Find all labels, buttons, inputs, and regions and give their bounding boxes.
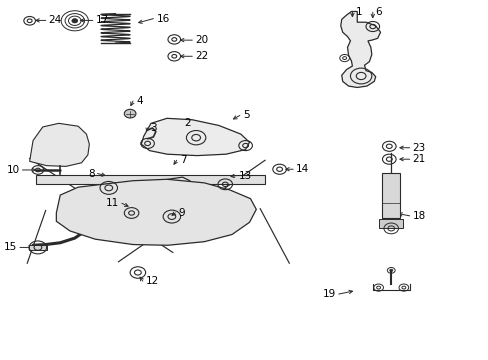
Text: 18: 18 [412, 211, 425, 221]
Text: 6: 6 [375, 7, 382, 17]
Text: 3: 3 [150, 123, 157, 133]
Text: 5: 5 [242, 111, 249, 121]
Polygon shape [378, 220, 403, 228]
Polygon shape [141, 118, 249, 156]
Circle shape [72, 19, 78, 23]
Text: 17: 17 [96, 15, 109, 26]
Text: 9: 9 [178, 208, 184, 218]
Polygon shape [340, 12, 380, 87]
Text: 24: 24 [48, 15, 61, 26]
Text: 1: 1 [355, 7, 361, 17]
Polygon shape [29, 244, 46, 249]
Text: 16: 16 [156, 14, 169, 24]
Text: 7: 7 [179, 155, 186, 165]
Text: 14: 14 [296, 164, 309, 174]
Text: 21: 21 [412, 154, 425, 164]
Text: 13: 13 [238, 171, 252, 181]
Polygon shape [36, 175, 264, 184]
Text: 15: 15 [4, 242, 17, 252]
Text: 10: 10 [6, 165, 20, 175]
Text: 22: 22 [195, 51, 208, 61]
Text: 12: 12 [145, 276, 159, 286]
Polygon shape [382, 173, 399, 218]
Text: 20: 20 [195, 35, 208, 45]
Text: 23: 23 [412, 143, 425, 153]
Text: 19: 19 [322, 289, 335, 299]
Text: 4: 4 [136, 96, 142, 106]
Text: 2: 2 [184, 118, 191, 128]
Polygon shape [30, 123, 89, 166]
Polygon shape [56, 179, 256, 245]
Circle shape [124, 109, 136, 118]
Text: 8: 8 [88, 168, 95, 179]
Text: 11: 11 [105, 198, 119, 208]
